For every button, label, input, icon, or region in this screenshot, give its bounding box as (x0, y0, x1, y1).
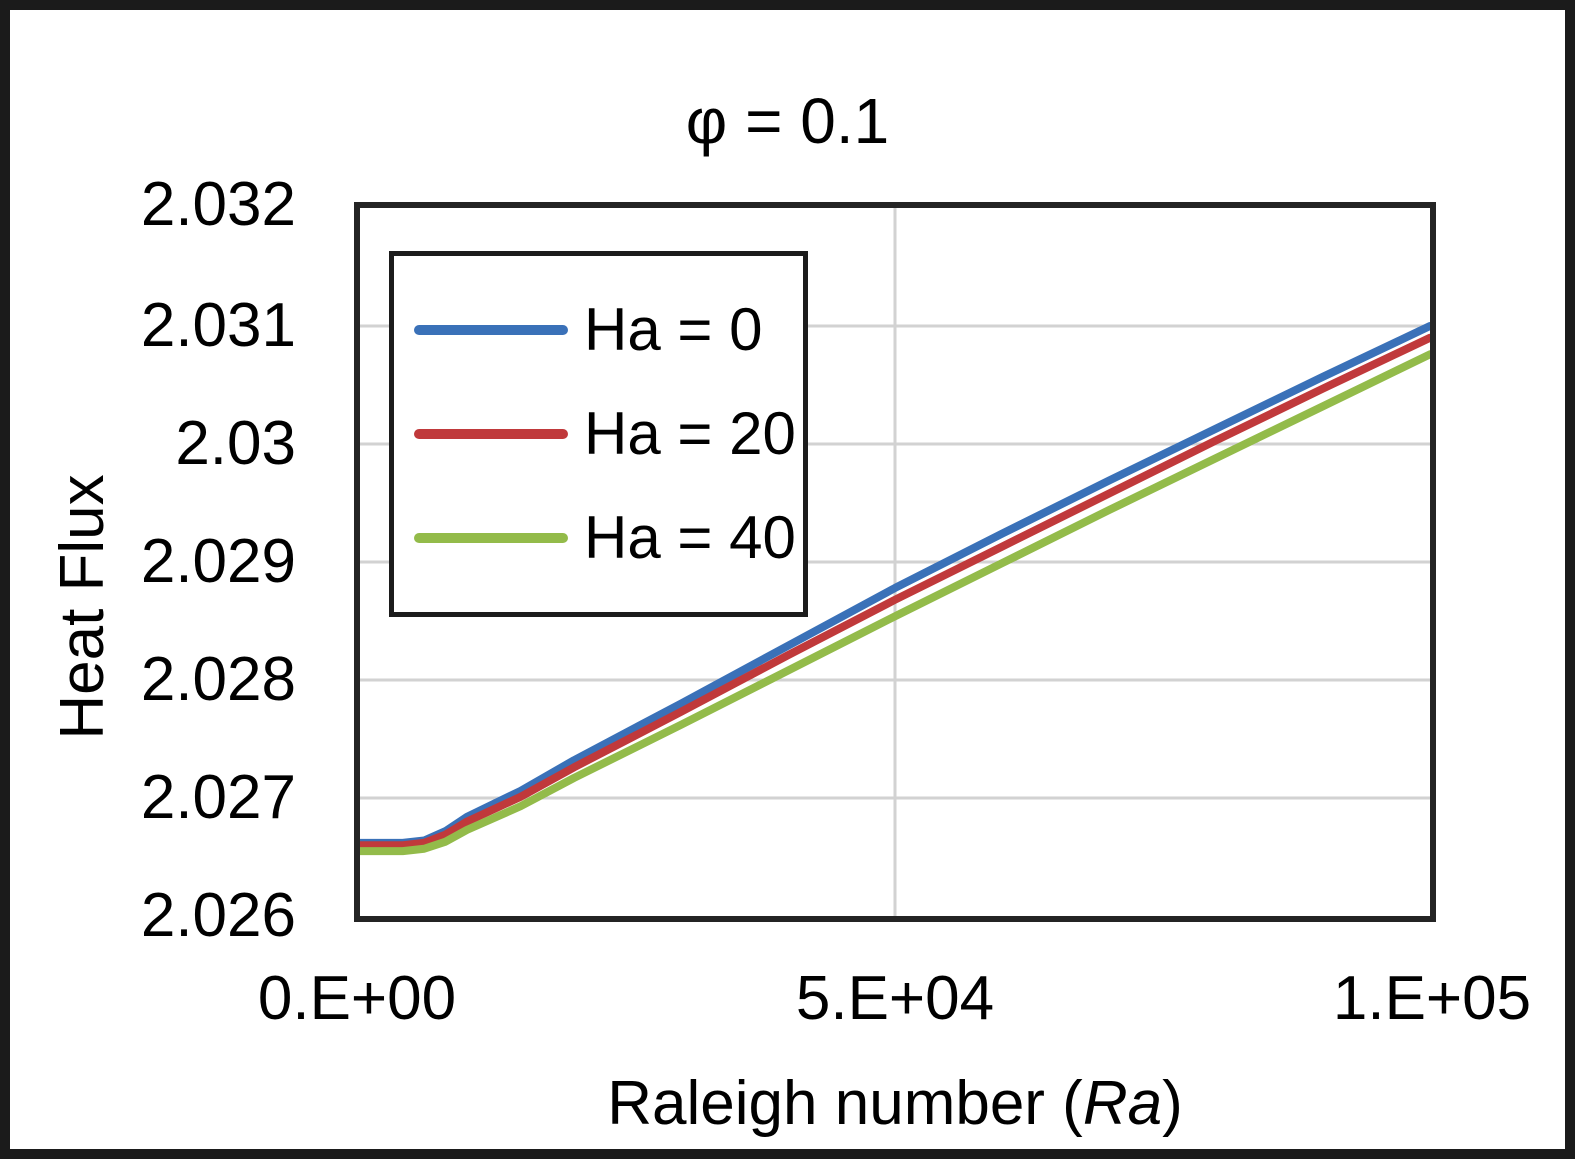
y-tick-label: 2.031 (140, 291, 296, 360)
chart-title: φ = 0.1 (685, 85, 890, 157)
y-tick-label: 2.032 (140, 170, 296, 239)
x-axis-title-text: ) (1162, 1069, 1183, 1138)
y-axis-title: Heat Flux (48, 474, 117, 740)
ha20-line-swatch (414, 429, 568, 439)
x-axis-title-italic: Ra (1082, 1069, 1163, 1138)
x-axis-title-text: Raleigh number ( (607, 1069, 1083, 1138)
y-tick-label: 2.03 (175, 409, 296, 478)
x-tick-label: 1.E+05 (1332, 964, 1532, 1033)
legend-label: Ha = 20 (584, 400, 796, 467)
y-tick-label: 2.027 (140, 763, 296, 832)
y-tick-label: 2.028 (140, 645, 296, 714)
legend-box: Ha = 0 Ha = 20 Ha = 40 (389, 251, 808, 617)
y-tick-label: 2.029 (140, 527, 296, 596)
line-chart-canvas (360, 208, 1430, 916)
ha0-line-swatch (414, 325, 568, 335)
legend-entry-ha0: Ha = 0 (394, 300, 803, 360)
x-tick-label: 0.E+00 (257, 964, 457, 1033)
legend-entry-ha20: Ha = 20 (394, 404, 803, 464)
x-tick-label: 5.E+04 (795, 964, 995, 1033)
y-tick-label: 2.026 (140, 881, 296, 950)
x-axis-title: Raleigh number (Ra) (354, 1072, 1436, 1136)
legend-label: Ha = 40 (584, 504, 796, 571)
legend-entry-ha40: Ha = 40 (394, 508, 803, 568)
plot-area (354, 202, 1436, 922)
legend-label: Ha = 0 (584, 296, 763, 363)
ha40-line-swatch (414, 533, 568, 543)
